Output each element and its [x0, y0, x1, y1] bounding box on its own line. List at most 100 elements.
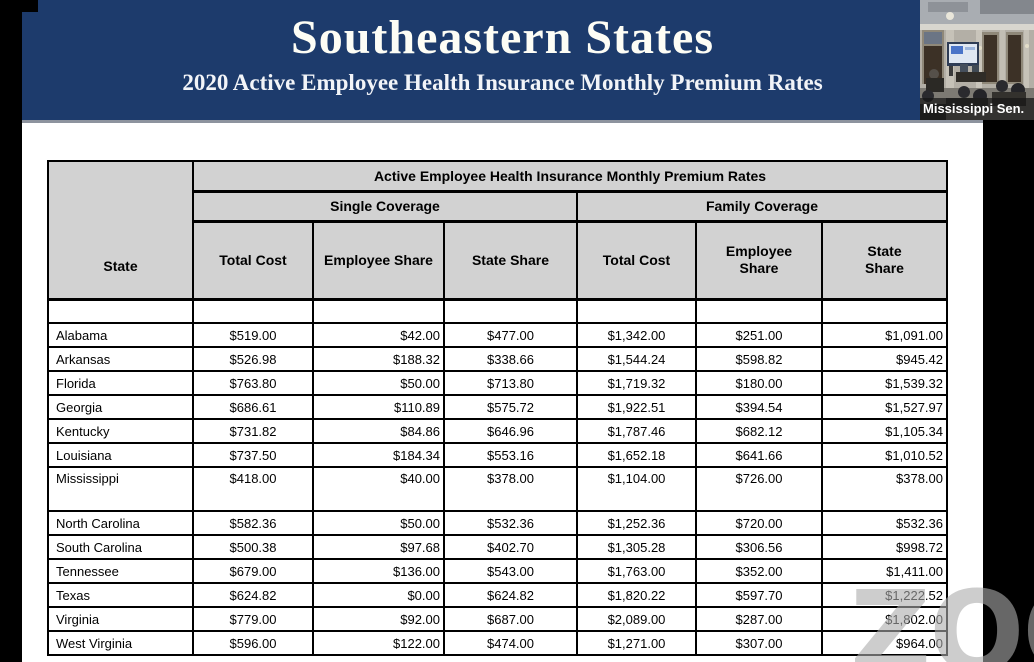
- table-row: Mississippi $418.00 $40.00 $378.00 $1,104.00…: [47, 466, 948, 512]
- value-cell: $1,305.28: [576, 534, 697, 560]
- value-cell: $731.82: [192, 418, 314, 444]
- value-cell: $40.00: [312, 466, 445, 512]
- value-cell: $378.00: [821, 466, 948, 512]
- value-cell: $352.00: [695, 558, 823, 584]
- value-cell: $122.00: [312, 630, 445, 656]
- table-row: Arkansas $526.98 $188.32 $338.66 $1,544.24 $5…: [47, 346, 948, 372]
- value-cell: $726.00: [695, 466, 823, 512]
- table-row: Louisiana $737.50 $184.34 $553.16 $1,652.18 $…: [47, 442, 948, 468]
- value-cell: [821, 298, 948, 324]
- value-cell: $575.72: [443, 394, 578, 420]
- value-cell: $624.82: [192, 582, 314, 608]
- state-cell: [47, 298, 194, 324]
- value-cell: [576, 298, 697, 324]
- value-cell: $1,271.00: [576, 630, 697, 656]
- value-cell: $1,719.32: [576, 370, 697, 396]
- value-cell: $402.70: [443, 534, 578, 560]
- value-cell: [695, 298, 823, 324]
- table-row: Kentucky $731.82 $84.86 $646.96 $1,787.46 $68…: [47, 418, 948, 444]
- value-cell: $679.00: [192, 558, 314, 584]
- group-header-family-coverage: Family Coverage: [576, 190, 948, 223]
- table-row: Georgia $686.61 $110.89 $575.72 $1,922.51 $39…: [47, 394, 948, 420]
- value-cell: $737.50: [192, 442, 314, 468]
- table-row: North Carolina $582.36 $50.00 $532.36 $1,252…: [47, 510, 948, 536]
- value-cell: $50.00: [312, 510, 445, 536]
- table-row: Tennessee $679.00 $136.00 $543.00 $1,763.00 $…: [47, 558, 948, 584]
- value-cell: $532.36: [821, 510, 948, 536]
- value-cell: [192, 298, 314, 324]
- value-cell: $682.12: [695, 418, 823, 444]
- table-body: Alabama $519.00 $42.00 $477.00 $1,342.00 $251…: [47, 298, 948, 656]
- value-cell: $1,342.00: [576, 322, 697, 348]
- value-cell: $287.00: [695, 606, 823, 632]
- letterbox-corner-notch: [22, 0, 38, 12]
- value-cell: $532.36: [443, 510, 578, 536]
- presentation-slide: Southeastern States 2020 Active Employee…: [22, 0, 983, 662]
- table-row: Florida $763.80 $50.00 $713.80 $1,719.32 $180…: [47, 370, 948, 396]
- value-cell: $338.66: [443, 346, 578, 372]
- value-cell: $998.72: [821, 534, 948, 560]
- slide-subtitle: 2020 Active Employee Health Insurance Mo…: [182, 69, 823, 95]
- value-cell: $500.38: [192, 534, 314, 560]
- value-cell: $964.00: [821, 630, 948, 656]
- value-cell: $184.34: [312, 442, 445, 468]
- value-cell: $1,763.00: [576, 558, 697, 584]
- value-cell: $97.68: [312, 534, 445, 560]
- table-row: West Virginia $596.00 $122.00 $474.00 $1,271…: [47, 630, 948, 656]
- state-cell: South Carolina: [47, 534, 194, 560]
- state-cell: Tennessee: [47, 558, 194, 584]
- value-cell: $543.00: [443, 558, 578, 584]
- value-cell: $306.56: [695, 534, 823, 560]
- slide-title: Southeastern States: [291, 11, 714, 64]
- value-cell: $553.16: [443, 442, 578, 468]
- value-cell: $474.00: [443, 630, 578, 656]
- value-cell: $136.00: [312, 558, 445, 584]
- value-cell: $1,222.52: [821, 582, 948, 608]
- value-cell: $307.00: [695, 630, 823, 656]
- value-cell: $1,411.00: [821, 558, 948, 584]
- value-cell: $646.96: [443, 418, 578, 444]
- participant-video-thumbnail[interactable]: Mississippi Sen.: [920, 0, 1034, 120]
- state-cell: Georgia: [47, 394, 194, 420]
- value-cell: $42.00: [312, 322, 445, 348]
- value-cell: $84.86: [312, 418, 445, 444]
- value-cell: $110.89: [312, 394, 445, 420]
- value-cell: $1,787.46: [576, 418, 697, 444]
- state-cell: Kentucky: [47, 418, 194, 444]
- value-cell: $641.66: [695, 442, 823, 468]
- participant-name-label: Mississippi Sen.: [920, 98, 1034, 120]
- value-cell: $2,089.00: [576, 606, 697, 632]
- value-cell: $477.00: [443, 322, 578, 348]
- column-header-state: State: [47, 160, 194, 301]
- value-cell: [443, 298, 578, 324]
- value-cell: $687.00: [443, 606, 578, 632]
- column-header-family-total-cost: Total Cost: [576, 220, 697, 301]
- table-row: South Carolina $500.38 $97.68 $402.70 $1,305…: [47, 534, 948, 560]
- slide-header-banner: Southeastern States 2020 Active Employee…: [22, 0, 983, 123]
- table-row: Texas $624.82 $0.00 $624.82 $1,820.22 $597.70…: [47, 582, 948, 608]
- value-cell: $394.54: [695, 394, 823, 420]
- value-cell: $713.80: [443, 370, 578, 396]
- premium-rates-table: State Active Employee Health Insurance M…: [47, 160, 948, 656]
- state-cell: Louisiana: [47, 442, 194, 468]
- column-header-family-employee-share: Employee Share: [695, 220, 823, 301]
- value-cell: $251.00: [695, 322, 823, 348]
- value-cell: $526.98: [192, 346, 314, 372]
- state-cell: Alabama: [47, 322, 194, 348]
- value-cell: $418.00: [192, 466, 314, 512]
- value-cell: $720.00: [695, 510, 823, 536]
- value-cell: $378.00: [443, 466, 578, 512]
- value-cell: $1,820.22: [576, 582, 697, 608]
- value-cell: $597.70: [695, 582, 823, 608]
- value-cell: $1,105.34: [821, 418, 948, 444]
- column-header-single-state-share: State Share: [443, 220, 578, 301]
- table-row: Virginia $779.00 $92.00 $687.00 $2,089.00 $28…: [47, 606, 948, 632]
- column-header-single-total-cost: Total Cost: [192, 220, 314, 301]
- value-cell: $1,652.18: [576, 442, 697, 468]
- value-cell: $50.00: [312, 370, 445, 396]
- state-cell: Florida: [47, 370, 194, 396]
- value-cell: $1,922.51: [576, 394, 697, 420]
- value-cell: [312, 298, 445, 324]
- table-row: [47, 298, 948, 324]
